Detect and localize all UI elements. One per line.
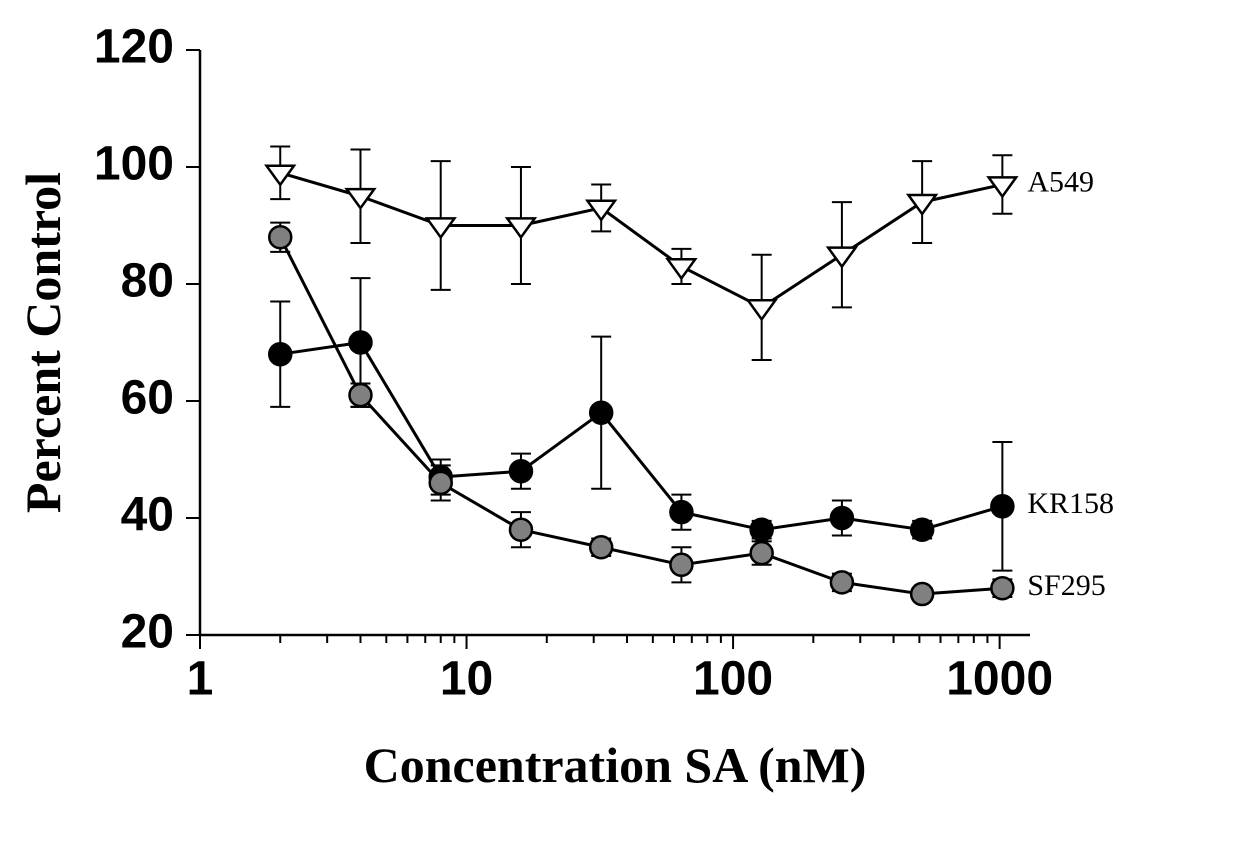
data-marker <box>269 343 291 365</box>
dose-response-chart: 204060801001201101001000Percent ControlC… <box>0 0 1240 868</box>
y-axis-label: Percent Control <box>15 172 71 513</box>
data-marker <box>349 332 371 354</box>
series-label: A549 <box>1027 165 1094 198</box>
data-marker <box>430 472 452 494</box>
y-tick-label: 120 <box>94 21 174 74</box>
series-label: KR158 <box>1027 487 1114 520</box>
data-marker <box>670 501 692 523</box>
y-tick-label: 60 <box>121 372 174 425</box>
data-marker <box>831 507 853 529</box>
data-marker <box>751 542 773 564</box>
y-tick-label: 100 <box>94 138 174 191</box>
data-marker <box>590 536 612 558</box>
data-marker <box>991 577 1013 599</box>
data-marker <box>911 519 933 541</box>
data-marker <box>510 519 532 541</box>
series-label: SF295 <box>1027 569 1105 602</box>
x-tick-label: 1000 <box>946 653 1053 706</box>
data-marker <box>510 460 532 482</box>
data-marker <box>831 571 853 593</box>
y-tick-label: 80 <box>121 255 174 308</box>
x-tick-label: 10 <box>440 653 493 706</box>
y-tick-label: 20 <box>121 606 174 659</box>
data-marker <box>911 583 933 605</box>
data-marker <box>269 226 291 248</box>
x-tick-label: 1 <box>187 653 214 706</box>
data-marker <box>590 402 612 424</box>
x-tick-label: 100 <box>693 653 773 706</box>
x-axis-label: Concentration SA (nM) <box>364 737 867 793</box>
data-marker <box>349 384 371 406</box>
data-marker <box>751 519 773 541</box>
data-marker <box>991 495 1013 517</box>
data-marker <box>670 554 692 576</box>
y-tick-label: 40 <box>121 489 174 542</box>
